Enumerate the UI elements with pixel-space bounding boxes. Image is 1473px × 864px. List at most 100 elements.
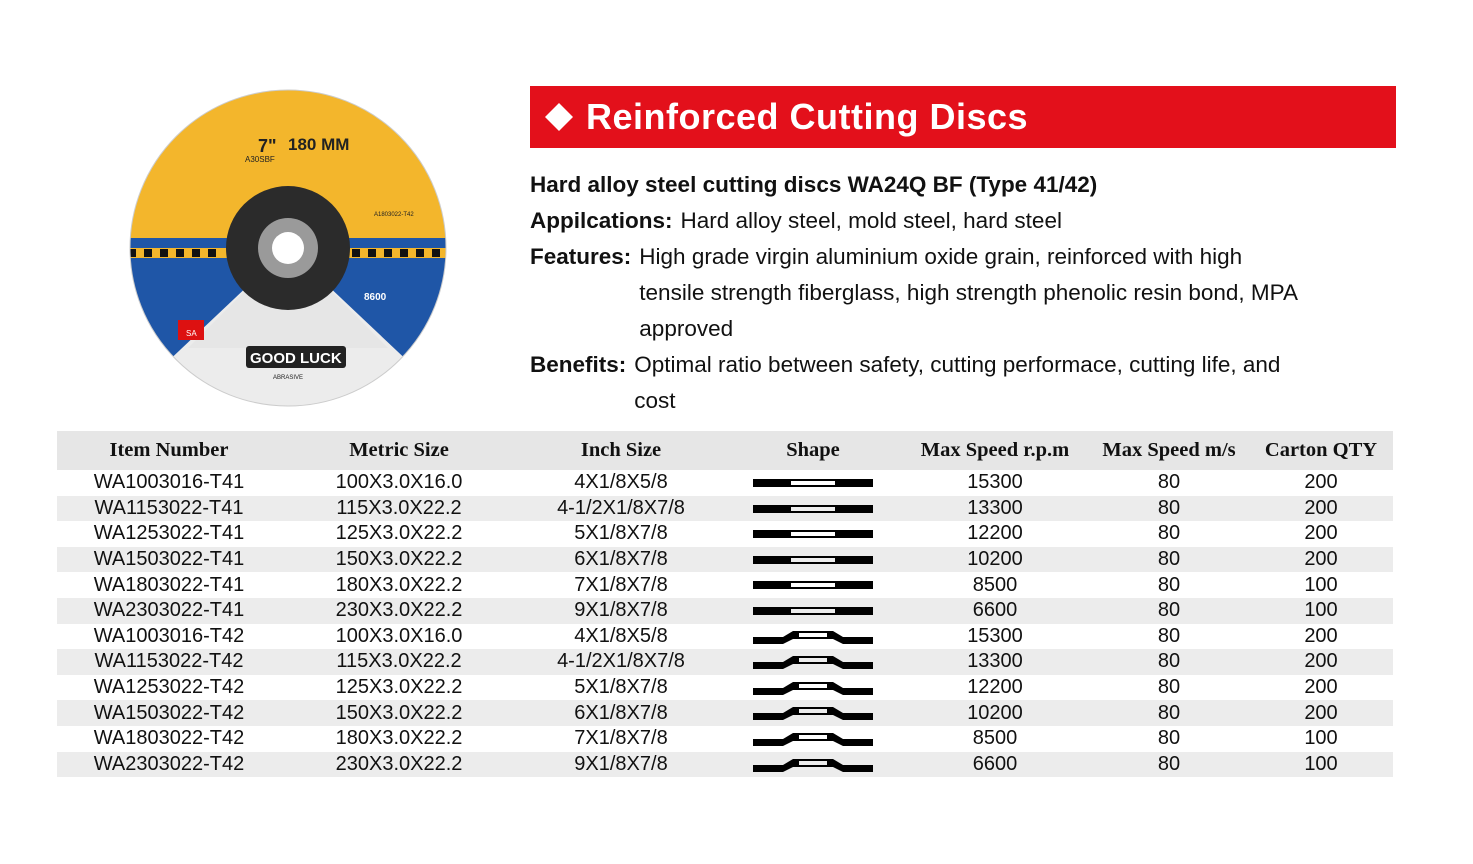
cell: 150X3.0X22.2 xyxy=(281,546,517,573)
header-row: Item Number Metric Size Inch Size Shape Max … xyxy=(57,431,1393,470)
table-row: WA1153022-T42 115X3.0X22.2 4-1/2X1/8X7/8 13… xyxy=(57,649,1393,675)
shape-cell xyxy=(725,624,901,650)
shape-outline xyxy=(753,504,873,513)
cell: 200 xyxy=(1304,471,1338,494)
cell: 10200 xyxy=(901,700,1089,726)
shape-icon xyxy=(753,479,873,488)
cell: 10200 xyxy=(901,546,1089,573)
stone: SA xyxy=(186,329,197,338)
shape-icon xyxy=(753,656,873,670)
cell: 230X3.0X22.2 xyxy=(281,597,517,624)
shape-icon xyxy=(753,630,873,644)
grade: A30SBF xyxy=(245,155,275,164)
shape-icon xyxy=(753,758,873,772)
cell: 200 xyxy=(1249,649,1393,675)
shape-outline xyxy=(753,581,873,590)
text: High grade virgin aluminium oxide grain,… xyxy=(639,244,1297,341)
cell: 9X1/8X7/8 xyxy=(517,597,725,624)
cell: 6600 xyxy=(901,751,1089,778)
cell: 80 xyxy=(1157,676,1181,699)
cell: 80 xyxy=(1089,546,1249,573)
shape-cell xyxy=(725,572,901,598)
label: Benefits: xyxy=(530,352,627,377)
table-row: WA1003016-T42 100X3.0X16.0 4X1/8X5/8 15300 8… xyxy=(57,624,1393,650)
cell: 4-1/2X1/8X7/8 xyxy=(517,495,725,522)
cell: 230X3.0X22.2 xyxy=(281,751,517,778)
cell: 4X1/8X5/8 xyxy=(574,471,668,494)
cell: 80 xyxy=(1157,471,1181,494)
cell: 80 xyxy=(1157,624,1181,647)
cell: WA2303022-T42 xyxy=(57,751,281,778)
table-row: WA1153022-T41 115X3.0X22.2 4-1/2X1/8X7/8 13… xyxy=(57,495,1393,522)
benefits: Benefits: Optimal ratio between safety, c… xyxy=(530,347,1346,419)
cell: WA1003016-T41 xyxy=(93,471,245,494)
cell: 200 xyxy=(1304,522,1338,545)
shape-cell xyxy=(725,751,901,778)
shape-icon xyxy=(753,606,873,615)
text: Optimal ratio between safety, cutting pe… xyxy=(634,352,1281,413)
cell: WA1153022-T41 xyxy=(57,495,281,522)
cell: 8500 xyxy=(972,573,1018,596)
table-row: WA1253022-T42 125X3.0X22.2 5X1/8X7/8 12200 8… xyxy=(57,675,1393,701)
diamond-icon xyxy=(545,103,573,131)
table-row: WA1253022-T41 125X3.0X22.2 5X1/8X7/8 12200 8… xyxy=(57,521,1393,547)
table-row: WA1003016-T41 100X3.0X16.0 4X1/8X5/8 15300 8… xyxy=(57,470,1393,496)
shape-cell xyxy=(725,597,901,624)
header-cell: Max Speed r.p.m xyxy=(901,431,1089,470)
table-row: WA1803022-T42 180X3.0X22.2 7X1/8X7/8 8500 80… xyxy=(57,726,1393,752)
product-line: Hard alloy steel cutting discs WA24Q BF … xyxy=(530,167,1346,203)
product-name: Hard alloy steel cutting discs WA24Q BF … xyxy=(530,172,1098,197)
cell: 7X1/8X7/8 xyxy=(574,573,668,596)
header-cell: Shape xyxy=(725,431,901,470)
shape-cell xyxy=(725,546,901,573)
cell: 100X3.0X16.0 xyxy=(335,471,463,494)
table-row: WA1803022-T41 180X3.0X22.2 7X1/8X7/8 8500 80… xyxy=(57,572,1393,598)
label: Features: xyxy=(530,244,632,269)
cell: 5X1/8X7/8 xyxy=(574,522,668,545)
cell: 180X3.0X22.2 xyxy=(335,573,463,596)
cell: WA2303022-T41 xyxy=(57,597,281,624)
cell: 115X3.0X22.2 xyxy=(281,495,517,522)
cell: 15300 xyxy=(967,624,1023,647)
shape-outline xyxy=(753,606,873,615)
shape-cell xyxy=(725,649,901,675)
cell: WA1253022-T42 xyxy=(93,676,245,699)
table-row: WA1503022-T42 150X3.0X22.2 6X1/8X7/8 10200 8… xyxy=(57,700,1393,726)
table-row: WA2303022-T42 230X3.0X22.2 9X1/8X7/8 6600 80… xyxy=(57,751,1393,778)
cell: WA1503022-T42 xyxy=(57,700,281,726)
shape-icon xyxy=(753,707,873,721)
shape-cell xyxy=(725,521,901,547)
header-cell: Carton QTY xyxy=(1249,431,1393,470)
cell: WA1803022-T41 xyxy=(93,573,245,596)
cell: 7X1/8X7/8 xyxy=(574,727,668,750)
cell: 80 xyxy=(1089,597,1249,624)
cell: 5X1/8X7/8 xyxy=(574,676,668,699)
speed: 8600 xyxy=(364,292,387,303)
shape-icon xyxy=(753,504,873,513)
cell: 80 xyxy=(1157,727,1181,750)
cell: 100 xyxy=(1249,597,1393,624)
shape-icon xyxy=(753,581,873,590)
header-cell: Max Speed m/s xyxy=(1089,431,1249,470)
shape-outline xyxy=(753,530,873,539)
header-cell: Metric Size xyxy=(281,431,517,470)
cell: 80 xyxy=(1089,751,1249,778)
table-body: WA1003016-T41 100X3.0X16.0 4X1/8X5/8 15300 8… xyxy=(57,470,1393,778)
cell: 200 xyxy=(1304,676,1338,699)
cell: 125X3.0X22.2 xyxy=(335,676,463,699)
shape-outline xyxy=(753,681,873,695)
title: Reinforced Cutting Discs xyxy=(586,96,1029,137)
label: Appilcations: xyxy=(530,208,673,233)
cell: 13300 xyxy=(901,649,1089,675)
brand: GOOD LUCK xyxy=(250,350,342,367)
shape-outline xyxy=(753,479,873,488)
table-row: WA2303022-T41 230X3.0X22.2 9X1/8X7/8 6600 80… xyxy=(57,597,1393,624)
table-row: WA1503022-T41 150X3.0X22.2 6X1/8X7/8 10200 8… xyxy=(57,546,1393,573)
cell: 200 xyxy=(1304,624,1338,647)
shape-cell xyxy=(725,700,901,726)
cell: 6X1/8X7/8 xyxy=(517,700,725,726)
title-banner: Reinforced Cutting Discs xyxy=(530,86,1396,148)
code: A1803022-T42 xyxy=(374,212,414,218)
shape-outline xyxy=(753,707,873,721)
cell: 200 xyxy=(1249,700,1393,726)
